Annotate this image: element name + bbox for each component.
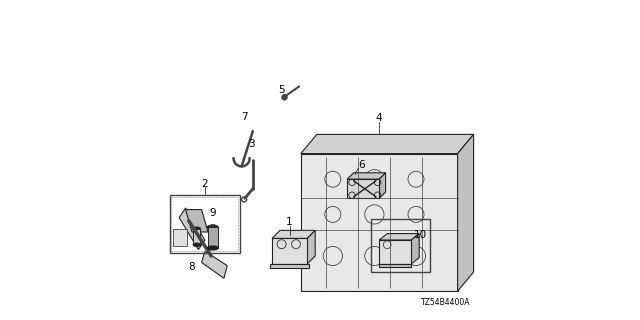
Circle shape	[282, 95, 287, 100]
Polygon shape	[347, 173, 385, 179]
Text: 7: 7	[241, 112, 248, 122]
Bar	[173, 229, 188, 246]
Text: 10: 10	[414, 230, 428, 240]
Bar	[380, 240, 412, 264]
Polygon shape	[301, 154, 458, 291]
Bar	[347, 179, 379, 198]
Text: 2: 2	[202, 179, 208, 189]
Text: 1: 1	[286, 217, 293, 228]
Text: TZ54B4400A: TZ54B4400A	[421, 298, 470, 307]
Text: 6: 6	[358, 160, 365, 170]
Bar	[172, 197, 238, 251]
Ellipse shape	[207, 246, 218, 250]
Polygon shape	[301, 134, 474, 154]
Bar	[371, 219, 431, 272]
Polygon shape	[379, 173, 385, 198]
Text: 5: 5	[278, 84, 285, 95]
Bar	[207, 227, 218, 248]
Ellipse shape	[207, 225, 218, 229]
Text: 8: 8	[189, 262, 195, 272]
Bar	[193, 229, 200, 245]
Bar	[272, 238, 307, 264]
Text: 3: 3	[248, 139, 255, 149]
Polygon shape	[458, 134, 474, 291]
Polygon shape	[186, 210, 208, 232]
Bar	[170, 195, 240, 253]
Polygon shape	[202, 251, 227, 278]
Polygon shape	[307, 230, 315, 264]
Polygon shape	[272, 230, 315, 238]
Bar	[270, 264, 308, 268]
Polygon shape	[412, 234, 419, 264]
Polygon shape	[380, 234, 419, 240]
Text: 9: 9	[209, 208, 216, 218]
Ellipse shape	[193, 243, 200, 246]
Bar	[380, 264, 412, 267]
Polygon shape	[179, 208, 205, 250]
Text: 4: 4	[376, 113, 383, 124]
Ellipse shape	[193, 227, 200, 230]
